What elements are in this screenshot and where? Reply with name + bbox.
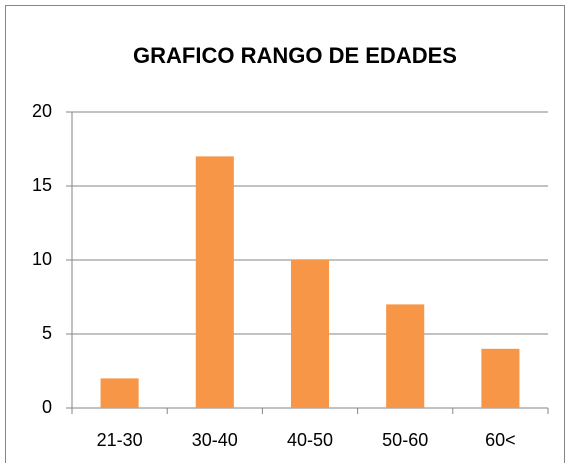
bar [195, 156, 234, 408]
bar [386, 304, 425, 408]
x-tick-label: 30-40 [192, 430, 238, 450]
chart-title: GRAFICO RANGO DE EDADES [133, 43, 457, 68]
bar [100, 378, 139, 408]
y-tick-label: 20 [32, 101, 52, 121]
y-tick-label: 10 [32, 249, 52, 269]
y-tick-label: 0 [42, 397, 52, 417]
bar [290, 260, 330, 408]
x-tick-label: 21-30 [97, 430, 143, 450]
chart-frame [5, 5, 565, 463]
x-tick-label: 50-60 [382, 430, 428, 450]
x-tick-label: 40-50 [287, 430, 333, 450]
y-tick-label: 15 [32, 175, 52, 195]
x-tick-label: 60< [485, 430, 516, 450]
y-tick-label: 5 [42, 323, 52, 343]
bar [481, 348, 520, 408]
